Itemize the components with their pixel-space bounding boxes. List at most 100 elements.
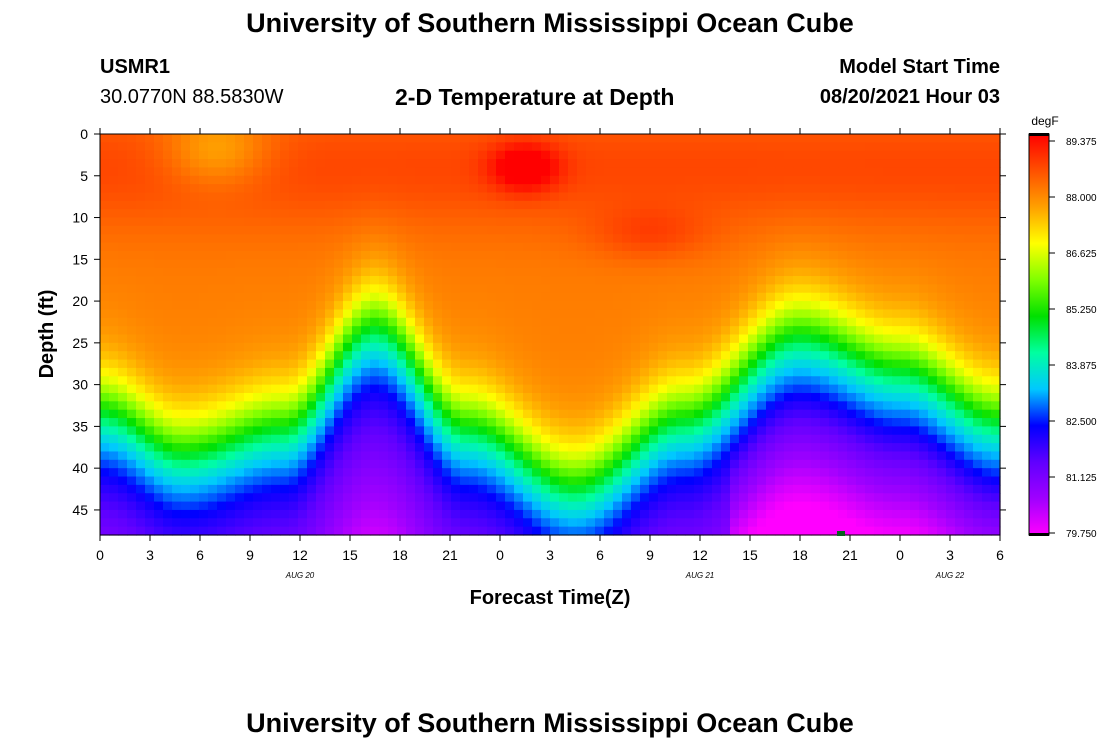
heatmap-cell [325, 443, 335, 453]
heatmap-cell [595, 401, 605, 411]
heatmap-cell [109, 401, 119, 411]
heatmap-cell [748, 267, 758, 277]
heatmap-cell [343, 376, 353, 386]
heatmap-cell [937, 518, 947, 528]
heatmap-cell [442, 342, 452, 352]
heatmap-cell [523, 418, 533, 427]
heatmap-cell [145, 159, 155, 169]
heatmap-cell [748, 443, 758, 453]
heatmap-cell [226, 526, 236, 536]
heatmap-cell [766, 426, 776, 436]
heatmap-cell [163, 150, 173, 160]
heatmap-cell [226, 159, 236, 169]
heatmap-cell [811, 192, 821, 202]
heatmap-cell [478, 284, 488, 294]
heatmap-cell [451, 459, 461, 469]
heatmap-cell [190, 443, 200, 453]
heatmap-cell [928, 209, 938, 219]
heatmap-cell [640, 175, 650, 185]
heatmap-cell [721, 501, 731, 511]
heatmap-cell [127, 200, 137, 210]
heatmap-cell [262, 184, 272, 194]
heatmap-cell [289, 351, 299, 361]
heatmap-cell [523, 484, 533, 494]
heatmap-cell [379, 309, 389, 319]
heatmap-cell [811, 250, 821, 260]
heatmap-cell [181, 284, 191, 294]
heatmap-cell [856, 192, 866, 202]
heatmap-cell [415, 175, 425, 185]
heatmap-cell [136, 484, 146, 494]
heatmap-cell [334, 267, 344, 277]
heatmap-cell [946, 317, 956, 327]
heatmap-cell [424, 250, 434, 260]
heatmap-cell [172, 326, 182, 336]
heatmap-cell [307, 376, 317, 386]
heatmap-cell [181, 409, 191, 419]
heatmap-cell [244, 509, 254, 519]
heatmap-cell [262, 526, 272, 536]
heatmap-cell [901, 134, 911, 143]
heatmap-cell [181, 392, 191, 402]
heatmap-cell [370, 234, 380, 244]
heatmap-cell [649, 342, 659, 352]
heatmap-cell [172, 209, 182, 219]
heatmap-cell [280, 451, 290, 461]
heatmap-cell [793, 175, 803, 185]
heatmap-cell [757, 317, 767, 327]
heatmap-cell [901, 217, 911, 227]
heatmap-cell [298, 468, 308, 478]
heatmap-cell [100, 434, 110, 444]
heatmap-cell [721, 359, 731, 369]
heatmap-cell [469, 192, 479, 202]
heatmap-cell [388, 367, 398, 377]
heatmap-cell [487, 142, 497, 152]
y-tick-label: 35 [72, 418, 88, 434]
heatmap-cell [991, 426, 1001, 436]
heatmap-cell [703, 468, 713, 478]
heatmap-cell [388, 301, 398, 311]
heatmap-cell [883, 384, 893, 394]
heatmap-cell [793, 159, 803, 169]
heatmap-cell [136, 309, 146, 319]
heatmap-cell [442, 484, 452, 494]
heatmap-cell [145, 175, 155, 185]
heatmap-cell [541, 200, 551, 210]
heatmap-cell [253, 359, 263, 369]
heatmap-cell [892, 184, 902, 194]
heatmap-cell [343, 509, 353, 519]
heatmap-cell [127, 292, 137, 302]
heatmap-cell [667, 326, 677, 336]
heatmap-cell [253, 326, 263, 336]
heatmap-cell [586, 367, 596, 377]
heatmap-cell [145, 401, 155, 411]
heatmap-cell [667, 192, 677, 202]
heatmap-cell [802, 242, 812, 252]
heatmap-cell [298, 351, 308, 361]
heatmap-cell [496, 159, 506, 169]
heatmap-cell [136, 443, 146, 453]
heatmap-cell [550, 175, 560, 185]
heatmap-cell [181, 418, 191, 427]
heatmap-cell [127, 418, 137, 427]
heatmap-cell [622, 518, 632, 528]
heatmap-cell [748, 250, 758, 260]
heatmap-cell [928, 451, 938, 461]
heatmap-cell [415, 401, 425, 411]
heatmap-cell [460, 376, 470, 386]
heatmap-cell [631, 409, 641, 419]
heatmap-cell [784, 434, 794, 444]
heatmap-cell [505, 468, 515, 478]
heatmap-cell [181, 292, 191, 302]
heatmap-cell [451, 401, 461, 411]
heatmap-cell [559, 384, 569, 394]
heatmap-cell [559, 526, 569, 536]
heatmap-cell [217, 468, 227, 478]
heatmap-cell [163, 443, 173, 453]
heatmap-cell [928, 200, 938, 210]
heatmap-cell [271, 367, 281, 377]
heatmap-cell [910, 209, 920, 219]
heatmap-cell [433, 409, 443, 419]
heatmap-cell [784, 150, 794, 160]
heatmap-cell [622, 234, 632, 244]
